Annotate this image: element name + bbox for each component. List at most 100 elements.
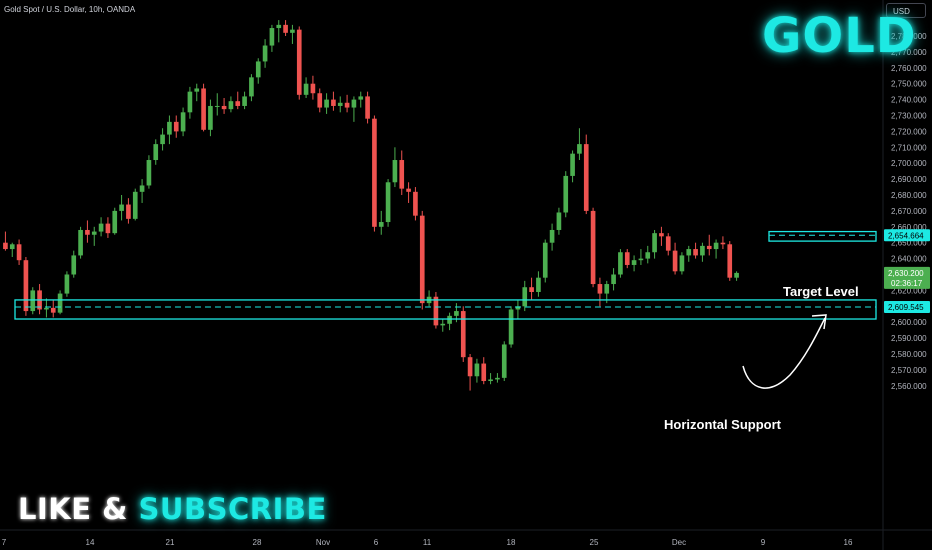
price-tick-label: 2,680.000	[891, 191, 927, 200]
candle-body	[262, 45, 268, 62]
candle-body	[324, 99, 329, 108]
candle-body	[331, 99, 336, 106]
candle-body	[44, 307, 49, 310]
support-price-tag-bg	[884, 301, 930, 314]
candle-body	[481, 363, 487, 382]
price-axis[interactable]: 2,780.000 2,770.000 2,760.000 2,750.000 2,74…	[891, 32, 927, 391]
candle-body	[488, 379, 493, 382]
promo-banner: LIKE & SUBSCRIBE	[18, 492, 327, 526]
candle-body	[659, 233, 664, 237]
candle-body	[235, 101, 241, 106]
current-price-tag: 2,630.200	[888, 269, 924, 278]
price-tick-label: 2,780.000	[891, 32, 927, 41]
candle-body	[71, 255, 77, 275]
candle-body	[563, 175, 569, 213]
price-tick-label: 2,770.000	[891, 48, 927, 57]
promo-like-text: LIKE &	[18, 492, 128, 526]
candle-body	[112, 210, 118, 234]
candle-body	[208, 105, 213, 130]
candle-body	[310, 83, 316, 94]
time-axis[interactable]: 7 14 21 28 Nov 6 11 18 25 Dec 9 16	[2, 538, 853, 547]
price-tick-label: 2,560.000	[891, 382, 927, 391]
candle-body	[501, 344, 507, 378]
candle-body	[590, 210, 596, 285]
candle-body	[570, 153, 575, 176]
candle-body	[624, 252, 630, 265]
candle-body	[419, 215, 425, 304]
candle-body	[249, 77, 254, 97]
candle-body	[433, 296, 439, 326]
price-tick-label: 2,720.000	[891, 127, 927, 136]
candle-body	[536, 277, 541, 292]
price-tick-label: 2,760.000	[891, 64, 927, 73]
candle-body	[652, 233, 657, 253]
price-tick-label: 2,590.000	[891, 334, 927, 343]
candle-body	[105, 223, 111, 234]
countdown-label: 02:36:17	[891, 279, 923, 288]
price-tick-label: 2,580.000	[891, 350, 927, 359]
candle-body	[78, 229, 83, 256]
price-tick-label: 2,640.000	[891, 255, 927, 264]
price-tick-label: 2,650.000	[891, 239, 927, 248]
candle-body	[139, 185, 145, 192]
price-tick-label: 2,700.000	[891, 159, 927, 168]
candle-body	[146, 160, 152, 186]
candle-body	[372, 118, 377, 227]
target-zone-box	[768, 230, 877, 242]
annotation-zones	[14, 230, 877, 320]
candle-body	[194, 88, 200, 92]
candle-body	[727, 244, 733, 278]
currency-selector[interactable]: USD	[886, 3, 926, 18]
candle-body	[16, 244, 22, 261]
arrowhead-icon	[811, 314, 827, 330]
candle-body	[132, 191, 138, 219]
candle-body	[98, 223, 104, 232]
candle-body	[187, 91, 193, 113]
candle-body	[351, 99, 357, 108]
candle-body	[604, 284, 610, 294]
candle-body	[119, 204, 124, 211]
price-tick-label: 2,710.000	[891, 143, 927, 152]
candle-body	[529, 287, 534, 292]
candle-body	[214, 105, 220, 107]
candle-body	[542, 242, 548, 278]
candle-body	[173, 121, 179, 132]
candle-body	[474, 363, 480, 377]
candle-body	[385, 182, 391, 223]
time-tick-label: 11	[423, 538, 432, 547]
time-tick-label: 9	[761, 538, 766, 547]
projection-curve-arrow	[742, 317, 826, 389]
candle-body	[399, 160, 405, 189]
candle-body	[583, 144, 589, 211]
candle-body	[495, 377, 500, 380]
horizontal-support-label: Horizontal Support	[664, 417, 781, 432]
candle-body	[611, 274, 616, 285]
candle-body	[440, 323, 446, 326]
symbol-title[interactable]: Gold Spot / U.S. Dollar, 10h, OANDA	[4, 5, 136, 14]
candle-body	[167, 121, 172, 135]
support-price-tag: 2,609.545	[888, 303, 924, 312]
candles-layer	[3, 20, 739, 391]
candle-body	[378, 222, 384, 227]
candle-body	[255, 61, 261, 78]
price-tick-label: 2,620.000	[891, 286, 927, 295]
candle-body	[337, 102, 343, 106]
candle-body	[290, 29, 295, 33]
candle-body	[23, 260, 29, 312]
candle-body	[303, 83, 309, 95]
price-tick-label: 2,740.000	[891, 96, 927, 105]
time-tick-label: 6	[374, 538, 379, 547]
candle-body	[686, 249, 692, 256]
candle-body	[700, 245, 705, 256]
candle-body	[228, 101, 234, 110]
candle-body	[64, 274, 70, 294]
time-tick-label: Nov	[316, 538, 330, 547]
current-price-tag-bg	[884, 266, 930, 289]
candle-body	[549, 229, 555, 243]
candle-body	[242, 96, 247, 106]
candle-body	[57, 293, 63, 313]
price-tick-label: 2,690.000	[891, 175, 927, 184]
